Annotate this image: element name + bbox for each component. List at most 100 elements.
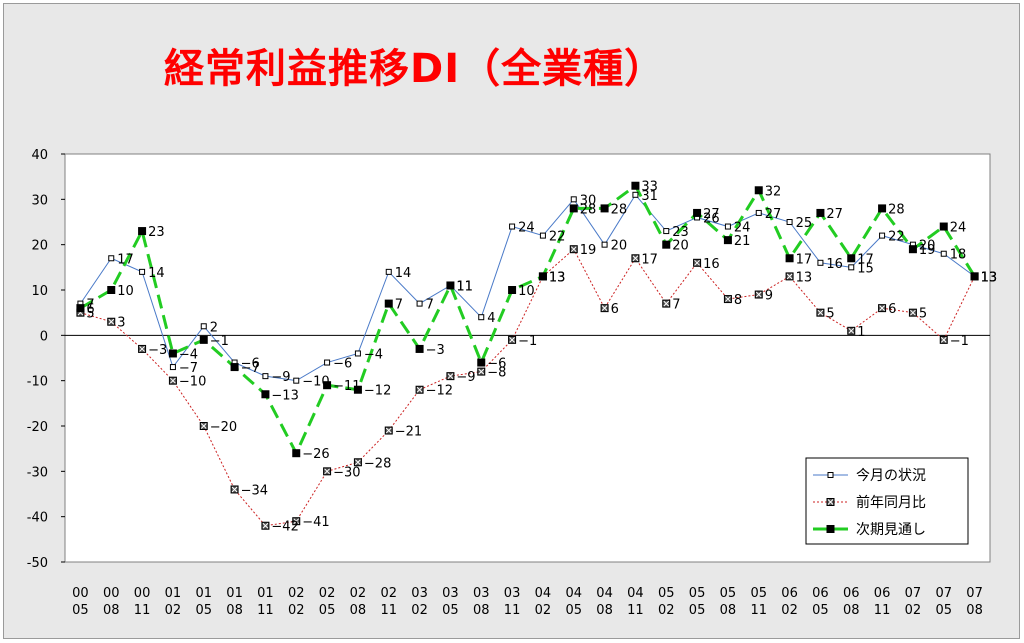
data-label: −6 (241, 357, 260, 372)
data-label: 6 (888, 302, 896, 317)
x-tick-label-month: 05 (195, 603, 212, 618)
data-label: 28 (580, 202, 597, 217)
x-tick-label-month: 11 (380, 603, 397, 618)
x-tick-label-month: 11 (874, 603, 891, 618)
series-0-point (139, 268, 146, 275)
series-1-point (384, 426, 393, 435)
series-1-point (261, 521, 270, 530)
x-tick-label-year: 00 (103, 586, 120, 601)
x-tick-label-year: 07 (935, 586, 952, 601)
data-label: −3 (148, 343, 167, 358)
series-2-point (292, 449, 301, 458)
data-label: 5 (919, 307, 927, 322)
data-label: −7 (179, 361, 198, 376)
series-0-point (478, 314, 485, 321)
data-label: 5 (826, 307, 834, 322)
series-1-point (508, 335, 517, 344)
data-label: 24 (734, 221, 751, 236)
series-0-point (539, 232, 546, 239)
data-label: 24 (950, 221, 967, 236)
data-label: 27 (703, 207, 720, 222)
data-label: −12 (426, 384, 453, 399)
series-2-point (199, 335, 208, 344)
data-label: 2 (210, 320, 218, 335)
y-axis: 40 30 20 10 0 -10 -20 -30 -40 -50 (27, 148, 65, 571)
legend-label: 次期見通し (856, 522, 926, 538)
series-0-point (632, 191, 639, 198)
data-label: 22 (549, 230, 566, 245)
series-2-point (693, 208, 702, 217)
y-tick-label: -30 (27, 465, 48, 480)
series-0-point (601, 241, 608, 248)
series-1-point (446, 372, 455, 381)
data-label: 10 (518, 284, 535, 299)
series-2-point (847, 254, 856, 263)
x-tick-label-month: 05 (72, 603, 89, 618)
x-tick-label-month: 11 (627, 603, 644, 618)
x-tick-label-month: 02 (288, 603, 305, 618)
data-label: −28 (364, 456, 391, 471)
data-label: −3 (426, 343, 445, 358)
data-label: −10 (179, 375, 206, 390)
chart-title: 経常利益推移DI（全業種） (164, 46, 666, 92)
x-tick-label-month: 08 (103, 603, 120, 618)
x-tick-label-year: 02 (380, 586, 397, 601)
series-1-point (908, 308, 917, 317)
series-1-point (107, 317, 116, 326)
x-tick-label-month: 05 (935, 603, 952, 618)
x-tick-label-month: 11 (504, 603, 521, 618)
data-label: −1 (518, 334, 537, 349)
series-0-point (817, 259, 824, 266)
x-tick-label-month: 08 (473, 603, 490, 618)
x-tick-label-year: 05 (720, 586, 737, 601)
x-tick-label-year: 04 (535, 586, 552, 601)
series-2-point (600, 204, 609, 213)
data-label: 13 (981, 270, 998, 285)
data-label: 33 (641, 180, 658, 195)
x-tick-label-month: 02 (165, 603, 182, 618)
x-tick-label-month: 08 (596, 603, 613, 618)
data-label: 7 (672, 298, 680, 313)
data-label: −41 (302, 515, 329, 530)
series-1-point (230, 485, 239, 494)
series-2-point (230, 363, 239, 372)
x-tick-label-year: 01 (226, 586, 243, 601)
x-tick-label-month: 05 (812, 603, 829, 618)
y-tick-label: 10 (31, 284, 48, 299)
series-2-point (384, 299, 393, 308)
data-label: 10 (117, 284, 134, 299)
series-line-0 (80, 193, 975, 382)
data-label: 27 (826, 207, 843, 222)
series-1-point (292, 517, 301, 526)
series-line-2 (79, 183, 976, 457)
series-2-point (569, 204, 578, 213)
x-tick-label-year: 06 (874, 586, 891, 601)
series-1-point (168, 376, 177, 385)
series-2-point (477, 358, 486, 367)
series-1-point (939, 335, 948, 344)
series-0-point (940, 250, 947, 257)
x-tick-label-month: 08 (226, 603, 243, 618)
series-1-point (323, 467, 332, 476)
x-tick-label-year: 02 (319, 586, 336, 601)
data-label: −12 (364, 384, 391, 399)
x-tick-label-year: 03 (473, 586, 490, 601)
series-lines (79, 183, 976, 527)
series-2-point (76, 304, 85, 313)
x-axis: 00 05 00 08 00 11 01 02 01 05 01 08 01 11 02 02 02 05 02 08… (72, 586, 983, 618)
series-2-point (970, 272, 979, 281)
x-tick-label-year: 03 (504, 586, 521, 601)
series-0-point (755, 209, 762, 216)
x-tick-label-year: 02 (288, 586, 305, 601)
x-tick-label-year: 05 (658, 586, 675, 601)
data-label: 30 (580, 193, 597, 208)
series-line-1 (80, 248, 976, 527)
data-label: 13 (981, 270, 998, 285)
data-label: 20 (672, 239, 689, 254)
data-label: −9 (456, 370, 475, 385)
data-label: 7 (426, 298, 434, 313)
data-label: −4 (364, 347, 383, 362)
series-1-point (723, 295, 732, 304)
data-label: −30 (333, 465, 360, 480)
data-label: 22 (888, 230, 905, 245)
